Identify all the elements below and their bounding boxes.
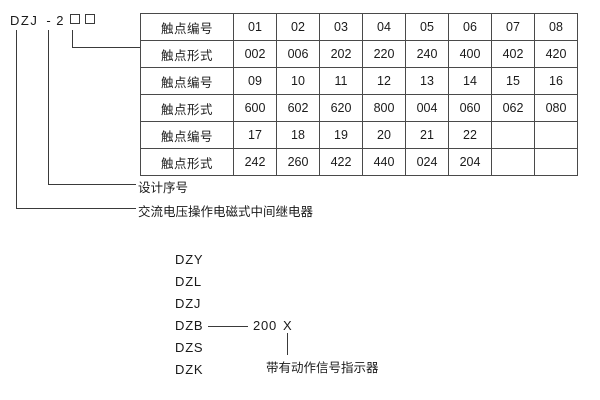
table-cell: 242 (233, 148, 277, 176)
table-cell: 04 (362, 13, 406, 41)
row-label: 触点形式 (140, 148, 234, 176)
table-cell: 800 (362, 94, 406, 122)
table-cell: 03 (319, 13, 363, 41)
table-cell: 20 (362, 121, 406, 149)
leader-line-series-vertical (48, 30, 50, 185)
series-connector-line (208, 325, 248, 327)
model-code-series-digit: 2 (56, 13, 65, 28)
callout-relay-description: 交流电压操作电磁式中间继电器 (138, 204, 314, 219)
series-item-dzl: DZL (175, 274, 202, 289)
row-label: 触点形式 (140, 40, 234, 68)
leader-line-series-horizontal (48, 183, 136, 185)
table-cell: 08 (534, 13, 578, 41)
table-cell: 002 (233, 40, 277, 68)
series-item-dzs: DZS (175, 340, 204, 355)
table-cell: 05 (405, 13, 449, 41)
table-cell: 620 (319, 94, 363, 122)
series-item-dzb: DZB (175, 318, 204, 333)
contact-specification-table: 触点编号 01 02 03 04 05 06 07 08 触点形式 002 00… (140, 13, 578, 176)
series-item-dzj: DZJ (175, 296, 202, 311)
table-cell: 15 (491, 67, 535, 95)
table-cell: 11 (319, 67, 363, 95)
table-cell: 080 (534, 94, 578, 122)
callout-design-sequence: 设计序号 (138, 180, 189, 195)
series-variant-suffix: X (283, 318, 293, 333)
variant-leader-line (287, 333, 289, 355)
table-cell: 22 (448, 121, 492, 149)
model-code-prefix: DZJ (10, 13, 39, 28)
model-code-dash: - (46, 13, 53, 28)
table-cell: 422 (319, 148, 363, 176)
model-code-box-2 (84, 14, 95, 24)
contact-table-body: 触点编号 01 02 03 04 05 06 07 08 触点形式 002 00… (140, 13, 578, 176)
table-row: 触点编号 01 02 03 04 05 06 07 08 (140, 13, 578, 41)
table-cell: 004 (405, 94, 449, 122)
variant-note-label: 带有动作信号指示器 (266, 360, 379, 375)
table-cell: 09 (233, 67, 277, 95)
table-cell: 14 (448, 67, 492, 95)
table-cell: 600 (233, 94, 277, 122)
leader-line-prefix-vertical (16, 30, 18, 209)
table-cell: 06 (448, 13, 492, 41)
model-code-header: DZJ -2 (10, 13, 95, 28)
table-cell: 062 (491, 94, 535, 122)
table-cell (534, 121, 578, 149)
series-number-suffix: 200 (253, 318, 278, 333)
series-item-dzy: DZY (175, 252, 204, 267)
table-cell: 17 (233, 121, 277, 149)
table-cell: 440 (362, 148, 406, 176)
table-row: 触点编号 09 10 11 12 13 14 15 16 (140, 67, 578, 95)
row-label: 触点编号 (140, 121, 234, 149)
table-row: 触点形式 242 260 422 440 024 204 (140, 148, 578, 176)
series-item-dzk: DZK (175, 362, 204, 377)
table-row: 触点形式 002 006 202 220 240 400 402 420 (140, 40, 578, 68)
table-cell: 240 (405, 40, 449, 68)
table-cell: 400 (448, 40, 492, 68)
row-label: 触点形式 (140, 94, 234, 122)
table-cell: 02 (276, 13, 320, 41)
table-cell: 01 (233, 13, 277, 41)
table-cell: 12 (362, 67, 406, 95)
table-cell (491, 121, 535, 149)
table-cell: 16 (534, 67, 578, 95)
table-cell: 19 (319, 121, 363, 149)
table-cell: 07 (491, 13, 535, 41)
leader-line-prefix-horizontal (16, 207, 136, 209)
leader-line-boxes-horizontal (72, 46, 140, 48)
table-row: 触点形式 600 602 620 800 004 060 062 080 (140, 94, 578, 122)
table-cell: 260 (276, 148, 320, 176)
table-cell: 220 (362, 40, 406, 68)
table-cell: 602 (276, 94, 320, 122)
row-label: 触点编号 (140, 13, 234, 41)
table-cell: 204 (448, 148, 492, 176)
table-cell (534, 148, 578, 176)
table-row: 触点编号 17 18 19 20 21 22 (140, 121, 578, 149)
table-cell: 13 (405, 67, 449, 95)
model-code-box-1 (69, 14, 80, 24)
table-cell: 21 (405, 121, 449, 149)
row-label: 触点编号 (140, 67, 234, 95)
table-cell: 060 (448, 94, 492, 122)
table-cell: 420 (534, 40, 578, 68)
table-cell: 402 (491, 40, 535, 68)
table-cell: 10 (276, 67, 320, 95)
table-cell: 202 (319, 40, 363, 68)
table-cell: 18 (276, 121, 320, 149)
table-cell: 006 (276, 40, 320, 68)
table-cell: 024 (405, 148, 449, 176)
table-cell (491, 148, 535, 176)
leader-line-boxes-vertical (72, 30, 74, 48)
